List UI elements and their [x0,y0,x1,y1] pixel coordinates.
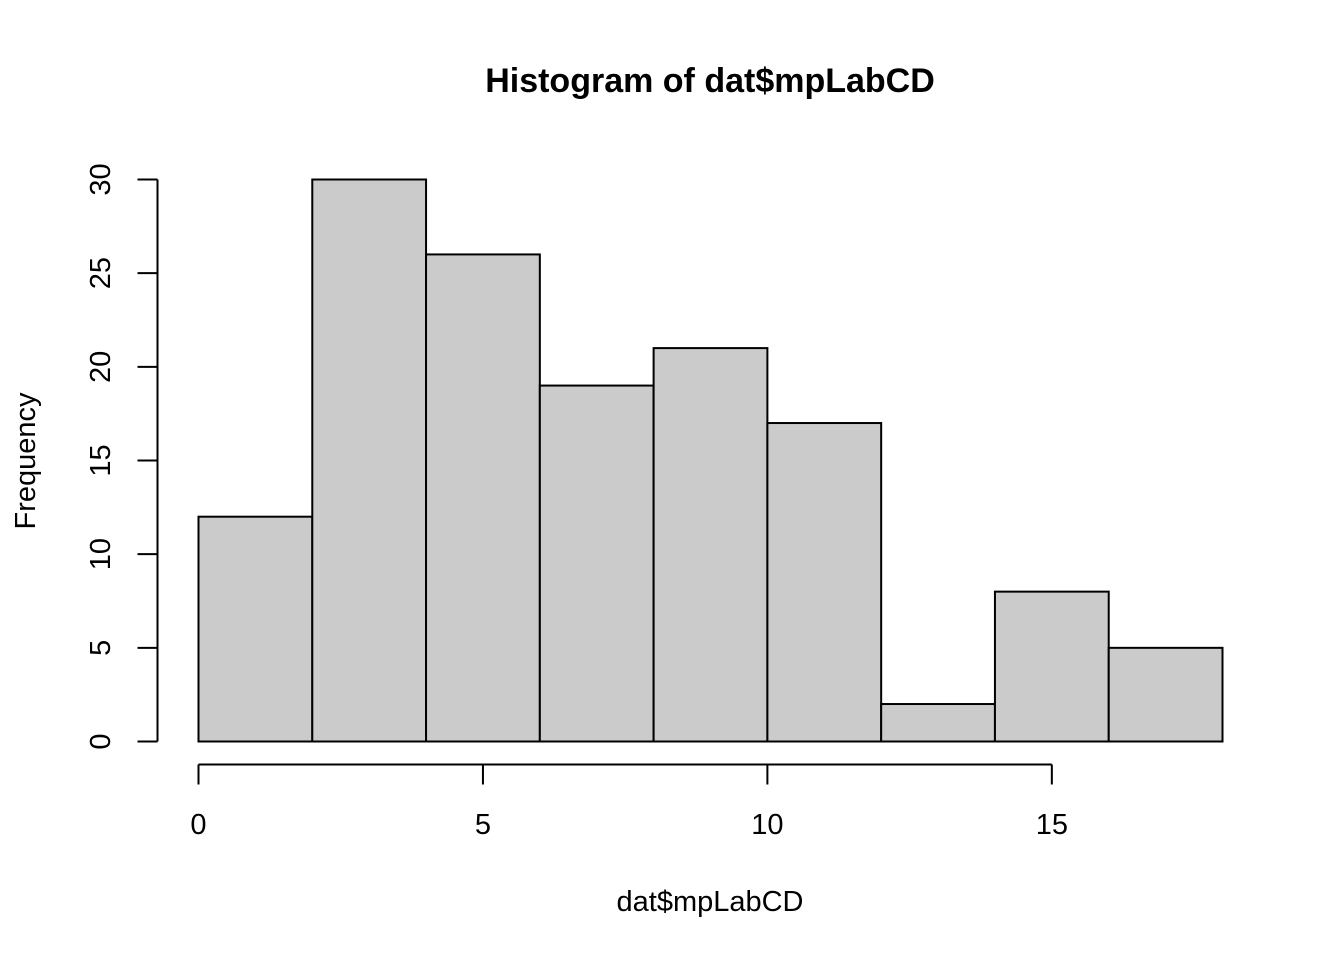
y-tick-label-5: 25 [85,257,117,289]
histogram-bar-1 [311,178,428,743]
x-tick-label-0: 0 [190,809,206,841]
y-tick-label-2: 10 [85,538,117,570]
histogram-bar-0 [197,515,314,743]
y-axis: 0 5 10 15 20 25 30 [85,163,159,750]
y-tick-label-0: 0 [85,733,117,749]
histogram-bar-7 [993,590,1110,743]
histogram-bar-5 [766,422,883,743]
y-tick-label-6: 30 [85,163,117,195]
histogram-bar-8 [1107,646,1224,743]
y-tick-label-1: 5 [85,640,117,656]
x-tick-label-1: 5 [475,809,491,841]
y-axis-label: Frequency [10,392,42,530]
y-tick-label-3: 15 [85,444,117,476]
histogram-bar-4 [652,347,769,743]
histogram-bar-3 [538,384,655,743]
histogram-bar-2 [425,253,541,743]
x-axis: 0 5 10 15 [190,763,1068,841]
chart-title: Histogram of dat$mpLabCD [485,62,935,100]
y-tick-label-4: 20 [85,351,117,383]
bars-group [197,178,1224,743]
x-tick-label-2: 10 [751,809,783,841]
x-axis-label: dat$mpLabCD [617,886,804,918]
histogram-bar-6 [880,703,996,743]
x-tick-label-3: 15 [1036,809,1068,841]
